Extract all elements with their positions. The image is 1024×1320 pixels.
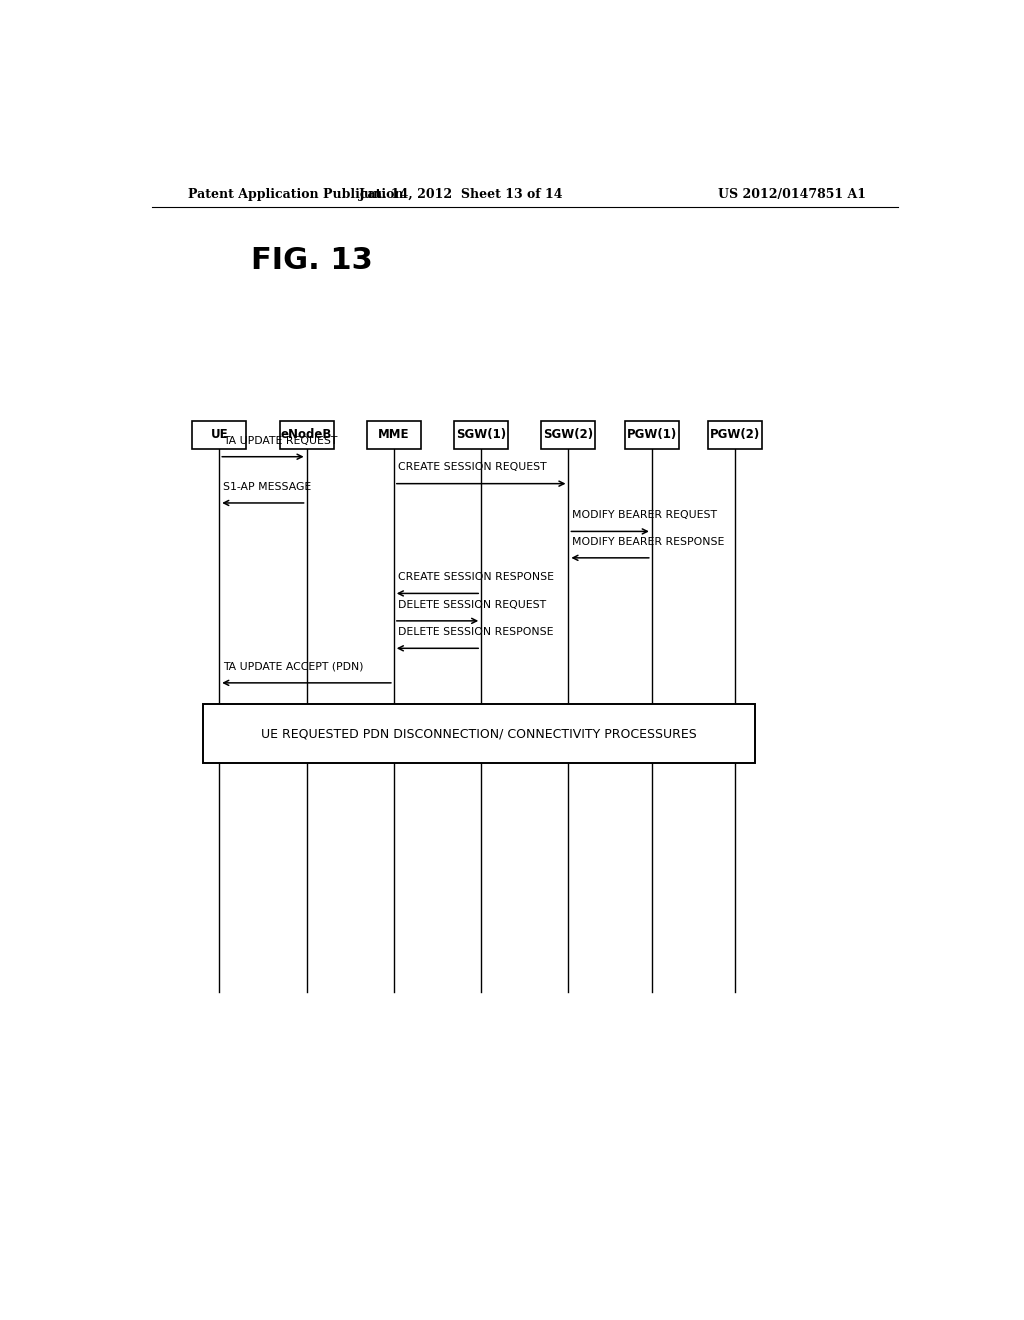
Text: PGW(1): PGW(1) [627, 429, 677, 441]
Text: SGW(2): SGW(2) [544, 429, 594, 441]
Text: PGW(2): PGW(2) [710, 429, 760, 441]
Text: US 2012/0147851 A1: US 2012/0147851 A1 [718, 189, 866, 202]
Bar [625, 421, 679, 449]
Bar [455, 421, 508, 449]
Text: MODIFY BEARER RESPONSE: MODIFY BEARER RESPONSE [572, 537, 725, 546]
Bar [709, 421, 762, 449]
Text: MME: MME [378, 429, 410, 441]
Text: TA UPDATE REQUEST: TA UPDATE REQUEST [223, 436, 338, 446]
Text: DELETE SESSION RESPONSE: DELETE SESSION RESPONSE [397, 627, 553, 638]
Text: CREATE SESSION RESPONSE: CREATE SESSION RESPONSE [397, 573, 554, 582]
Bar [280, 421, 334, 449]
Bar [367, 421, 421, 449]
Bar [193, 421, 246, 449]
Bar [542, 421, 595, 449]
Text: UE REQUESTED PDN DISCONNECTION/ CONNECTIVITY PROCESSURES: UE REQUESTED PDN DISCONNECTION/ CONNECTI… [261, 727, 697, 741]
Text: FIG. 13: FIG. 13 [251, 246, 373, 275]
Text: Patent Application Publication: Patent Application Publication [187, 189, 403, 202]
Text: Jun. 14, 2012  Sheet 13 of 14: Jun. 14, 2012 Sheet 13 of 14 [359, 189, 563, 202]
Text: UE: UE [211, 429, 228, 441]
Text: TA UPDATE ACCEPT (PDN): TA UPDATE ACCEPT (PDN) [223, 661, 364, 672]
Bar [204, 704, 755, 763]
Text: eNodeB: eNodeB [281, 429, 332, 441]
Text: CREATE SESSION REQUEST: CREATE SESSION REQUEST [397, 462, 547, 473]
Text: S1-AP MESSAGE: S1-AP MESSAGE [223, 482, 311, 492]
Text: DELETE SESSION REQUEST: DELETE SESSION REQUEST [397, 599, 546, 610]
Text: MODIFY BEARER REQUEST: MODIFY BEARER REQUEST [572, 511, 718, 520]
Text: SGW(1): SGW(1) [456, 429, 506, 441]
